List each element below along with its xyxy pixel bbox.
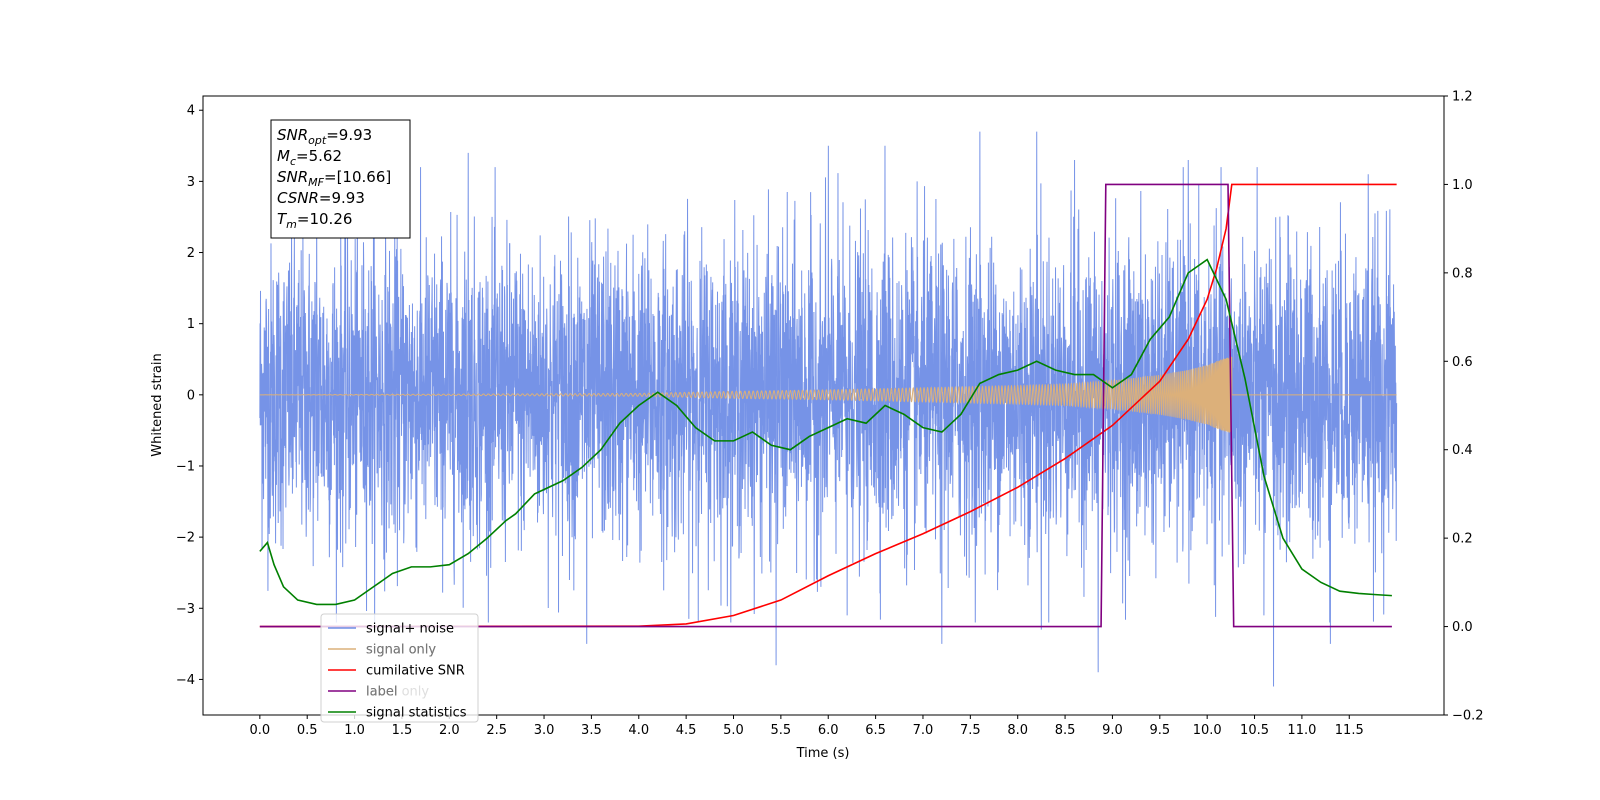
y-right-tick-label: 1.2 (1452, 90, 1473, 105)
y-left-tick-label: 0 (187, 388, 195, 403)
annotation-line: SNRMF=[10.66] (277, 168, 391, 189)
x-tick-label: 8.0 (1007, 723, 1028, 738)
legend-entry: signal statistics (366, 706, 467, 721)
x-tick-label: 5.0 (723, 723, 744, 738)
y-left-tick-label: −2 (176, 531, 195, 546)
y-left-tick-label: 2 (187, 246, 195, 261)
annotation-line: CSNR=9.93 (277, 189, 365, 207)
y-right-tick-label: 0.2 (1452, 532, 1473, 547)
x-tick-label: 7.5 (960, 723, 981, 738)
y-left-tick-label: 1 (187, 317, 195, 332)
x-tick-label: 7.0 (913, 723, 934, 738)
x-tick-label: 3.5 (581, 723, 602, 738)
y-right-tick-label: 0.8 (1452, 266, 1473, 281)
x-tick-label: 11.0 (1287, 723, 1316, 738)
axis-ticks: 0.0 0.5 1.0 1.5 2.0 2.5 3.0 3.5 4.0 4.5 5.0 5.5 6.0 6… (176, 90, 1484, 739)
y-left-tick-label: 4 (187, 104, 195, 119)
plot-area (259, 131, 1398, 687)
y-left-tick-label: −3 (176, 602, 195, 617)
x-tick-label: 4.0 (628, 723, 649, 738)
legend: signal+ noise signal only cumilative SNR la… (320, 613, 479, 723)
legend-entry: signal+ noise (366, 622, 454, 637)
x-tick-label: 1.5 (392, 723, 413, 738)
y-right-tick-label: 0.0 (1452, 620, 1473, 635)
x-tick-label: 0.0 (249, 723, 270, 738)
series-cumulative-snr-line (259, 183, 1397, 628)
series-signal-statistics-line (259, 258, 1392, 606)
x-tick-label: 11.5 (1335, 723, 1364, 738)
series-label-line (259, 183, 1392, 628)
x-tick-label: 1.0 (344, 723, 365, 738)
x-tick-label: 5.5 (771, 723, 792, 738)
y-left-tick-label: −1 (176, 459, 195, 474)
legend-entry: label (366, 685, 397, 700)
x-axis-label: Time (s) (796, 746, 850, 761)
legend-entry: signal only (366, 643, 436, 658)
y-right-tick-label: 0.4 (1452, 443, 1473, 458)
x-tick-label: 9.5 (1149, 723, 1170, 738)
legend-overlap-entry: signal only (366, 643, 436, 658)
x-tick-label: 10.0 (1193, 723, 1222, 738)
x-tick-label: 6.0 (818, 723, 839, 738)
x-tick-label: 0.5 (297, 723, 318, 738)
y-left-tick-label: −4 (176, 673, 195, 688)
x-tick-label: 4.5 (676, 723, 697, 738)
y-right-tick-label: 0.6 (1452, 355, 1473, 370)
x-tick-label: 2.5 (486, 723, 507, 738)
x-tick-label: 9.0 (1102, 723, 1123, 738)
x-tick-label: 2.0 (439, 723, 460, 738)
y-right-tick-label: 1.0 (1452, 178, 1473, 193)
y-right-tick-label: −0.2 (1452, 709, 1484, 724)
annotation-line: Tm=10.26 (277, 210, 352, 231)
annotation-line: Mc=5.62 (277, 147, 342, 168)
x-tick-label: 8.5 (1055, 723, 1076, 738)
annotation-line: SNRopt=9.93 (277, 126, 372, 147)
y-left-tick-label: 3 (187, 175, 195, 190)
x-tick-label: 10.5 (1240, 723, 1269, 738)
series-signal-noise-line (259, 131, 1398, 687)
legend-overlap-entry: label only (366, 685, 429, 700)
x-tick-label: 6.5 (865, 723, 886, 738)
x-tick-label: 3.0 (534, 723, 555, 738)
y-axis-label: Whitened strain (150, 353, 165, 456)
annotation-box: SNRopt=9.93Mc=5.62SNRMF=[10.66]CSNR=9.93… (270, 119, 411, 239)
series-signal-only-line (259, 356, 1397, 433)
legend-entry: cumilative SNR (366, 664, 465, 679)
axes-frame (202, 95, 1445, 716)
